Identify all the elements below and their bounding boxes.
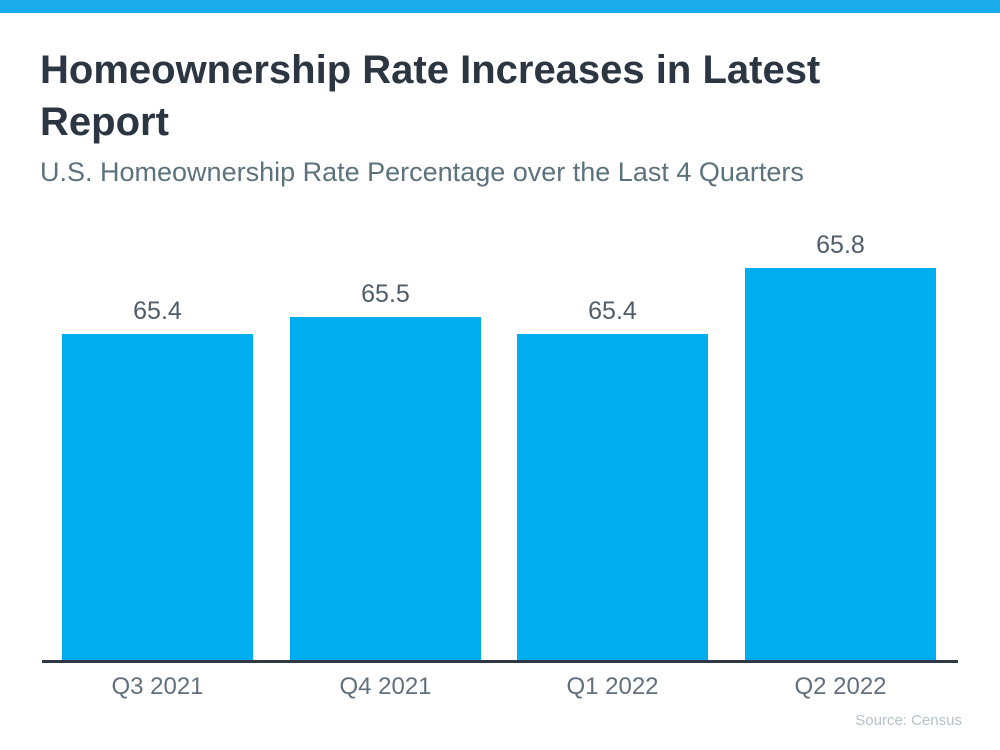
page-title: Homeownership Rate Increases in Latest R… — [40, 48, 821, 144]
bar-group: 65.4 — [62, 203, 253, 660]
bar-value-label: 65.4 — [133, 297, 182, 325]
bar — [745, 268, 936, 660]
top-accent-bar — [0, 0, 1000, 13]
bar — [62, 334, 253, 660]
x-axis-labels: Q3 2021 Q4 2021 Q1 2022 Q2 2022 — [0, 672, 1000, 702]
x-axis-label: Q2 2022 — [794, 673, 887, 700]
chart-header: Homeownership Rate Increases in Latest R… — [40, 44, 840, 189]
bar-value-label: 65.5 — [361, 280, 410, 308]
bar-group: 65.8 — [745, 203, 936, 660]
bar-value-label: 65.8 — [816, 231, 865, 259]
bar — [517, 334, 708, 660]
bar — [290, 317, 481, 660]
x-axis-line — [42, 660, 958, 663]
bar-value-label: 65.4 — [588, 297, 637, 325]
source-caption: Source: Census — [855, 712, 962, 729]
bar-group: 65.4 — [517, 203, 708, 660]
x-axis-label: Q3 2021 — [111, 673, 204, 700]
page-subtitle: U.S. Homeownership Rate Percentage over … — [40, 157, 804, 187]
bar-group: 65.5 — [290, 203, 481, 660]
bar-chart: 65.4 65.5 65.4 65.8 — [0, 203, 1000, 663]
x-axis-label: Q1 2022 — [566, 673, 659, 700]
x-axis-label: Q4 2021 — [339, 673, 432, 700]
